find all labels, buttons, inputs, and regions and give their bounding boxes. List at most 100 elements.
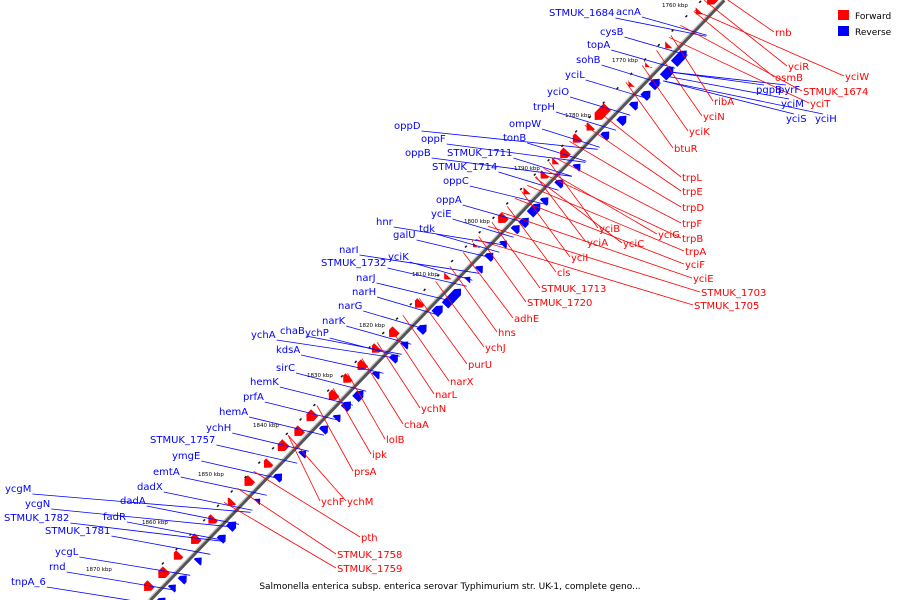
feature-tick (478, 230, 482, 234)
legend: Forward Reverse (838, 10, 892, 38)
leader-line (237, 487, 337, 555)
forward-gene-arrow (190, 533, 202, 544)
forward-gene-arrow (343, 373, 353, 383)
reverse-gene-arrow (193, 557, 202, 566)
leader-line (248, 416, 325, 436)
genome-backbone (147, 0, 726, 600)
reverse-labels: acnA STMUK_1684 cysB topA sohB yciL yciO… (4, 7, 837, 588)
feature-tick (505, 202, 509, 205)
leader-line (329, 337, 400, 357)
feature-tick (161, 562, 165, 565)
gene-label-reverse: acnA (616, 7, 641, 18)
gene-label-forward: ychF (321, 497, 345, 508)
feature-tick (533, 173, 537, 177)
leader-line (316, 405, 354, 472)
gene-label-forward: trpB (682, 234, 703, 245)
leader-line (332, 388, 372, 455)
gene-label-reverse: yciL (565, 70, 585, 81)
leader-line (346, 325, 412, 345)
feature-tick (684, 14, 688, 18)
leader-line (232, 432, 309, 452)
leader-line (543, 167, 658, 235)
gene-label-reverse: yciE (431, 209, 452, 220)
leader-line (521, 191, 571, 258)
leader-line (146, 505, 240, 525)
gene-label-reverse: STMUK_1732 (321, 258, 386, 269)
leader-line (553, 156, 682, 224)
leader-line (534, 177, 623, 244)
leader-line (469, 185, 546, 205)
gene-label-forward: STMUK_1759 (337, 564, 402, 575)
feature-tick (326, 389, 330, 393)
gene-label-reverse: emtA (153, 467, 180, 478)
legend-reverse-label: Reverse (855, 28, 892, 38)
leader-line (376, 296, 440, 316)
legend-forward-label: Forward (855, 12, 891, 22)
forward-gene-arrow (294, 425, 305, 436)
leader-line (418, 298, 468, 365)
leader-line (216, 444, 298, 464)
reverse-gene-arrow (388, 354, 398, 364)
gene-label-reverse: galU (393, 230, 416, 241)
leader-line (475, 238, 694, 306)
gene-label-forward: yciW (845, 72, 869, 83)
reverse-gene-arrow (659, 66, 674, 81)
leader-line (223, 501, 337, 569)
reverse-gene-arrow (510, 225, 520, 235)
leader-line (663, 80, 795, 115)
gene-label-reverse: narJ (356, 273, 376, 284)
leader-line (693, 11, 775, 78)
leader-line (680, 24, 803, 92)
leader-line (393, 226, 507, 246)
feature-tick (409, 302, 413, 306)
feature-tick (244, 475, 247, 479)
feature-tick (450, 259, 454, 263)
leader-line (446, 143, 586, 163)
leader-line (163, 491, 253, 511)
gene-label-forward: osmB (775, 73, 803, 84)
gene-label-forward: rnb (775, 28, 792, 39)
reverse-gene-arrow (177, 575, 187, 585)
forward-gene-arrow (306, 409, 319, 422)
leader-line (180, 476, 267, 496)
leader-line (32, 493, 251, 513)
leader-line (435, 281, 485, 348)
gene-label-forward: yciR (788, 62, 809, 73)
leader-line (276, 339, 398, 359)
leader-line (402, 315, 450, 382)
gene-label-forward: yciN (703, 112, 725, 123)
gene-label-reverse: cysB (600, 27, 624, 38)
leader-line (305, 335, 402, 355)
leader-line (624, 36, 688, 56)
gene-label-forward: yciE (693, 274, 714, 285)
tick-label: 1820 kbp (359, 323, 385, 329)
leader-line (569, 140, 682, 208)
gene-label-reverse: STMUK_1714 (432, 162, 497, 173)
leader-line (727, 0, 775, 33)
gene-label-reverse: pgpB (756, 85, 782, 96)
leader-line (66, 571, 176, 591)
gene-label-forward: btuR (674, 144, 698, 155)
reverse-gene-arrow (441, 288, 462, 309)
forward-gene-arrow (173, 550, 184, 560)
gene-label-reverse: hemK (250, 377, 279, 388)
gene-label-reverse: yciH (815, 114, 837, 125)
leader-line (667, 76, 790, 100)
feature-tick (395, 317, 399, 321)
leader-line (541, 128, 600, 148)
gene-label-reverse: tonB (503, 133, 526, 144)
gene-label-reverse: narH (352, 287, 376, 298)
gene-label-forward: purU (468, 360, 492, 371)
leader-line (535, 176, 587, 243)
gene-label-forward: yciK (689, 127, 710, 138)
gene-label-reverse: dadA (120, 496, 146, 507)
tick-label: 1860 kbp (142, 520, 168, 526)
leader-line (376, 342, 421, 409)
leader-line (452, 218, 514, 238)
gene-label-reverse: narG (338, 301, 362, 312)
leader-line (435, 233, 500, 253)
legend-reverse-swatch (838, 26, 849, 36)
leader-line (506, 206, 557, 273)
leader-line (201, 460, 283, 480)
gene-label-forward: pth (361, 533, 378, 544)
